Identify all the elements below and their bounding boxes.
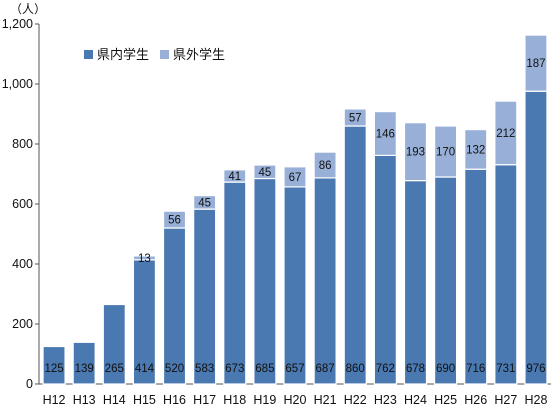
- x-tick-label: H24: [404, 393, 427, 407]
- data-label-kennai: 657: [285, 363, 304, 375]
- x-tick-label: H20: [284, 393, 307, 407]
- data-label-kennai: 673: [225, 363, 244, 375]
- bar-kengai: [433, 125, 458, 178]
- data-label-kennai: 414: [135, 363, 155, 375]
- bar-kengai: [162, 210, 187, 229]
- data-label-kennai: 125: [44, 363, 63, 375]
- legend-label: 県内学生: [97, 47, 149, 63]
- x-tick-label: H22: [344, 393, 367, 407]
- y-tick-label: 600: [12, 197, 33, 211]
- x-tick-label: H16: [163, 393, 186, 407]
- data-label-kengai: 67: [289, 172, 302, 184]
- data-label-kengai: 57: [349, 112, 362, 124]
- bar-kennai: [433, 176, 458, 385]
- bar-kennai: [102, 303, 126, 385]
- bar-kennai: [464, 168, 488, 385]
- data-label-kennai: 731: [496, 363, 515, 375]
- data-label-kengai: 45: [258, 167, 271, 179]
- data-label-kengai: 146: [376, 129, 395, 141]
- data-label-kennai: 860: [346, 363, 365, 375]
- x-tick-label: H15: [133, 393, 156, 407]
- bar-kengai: [494, 100, 518, 166]
- x-tick-label: H18: [223, 393, 246, 407]
- bar-kennai: [524, 90, 548, 385]
- y-tick-label: 200: [12, 317, 33, 331]
- bar-kengai: [524, 34, 548, 92]
- data-label-kennai: 976: [526, 363, 545, 375]
- x-tick-label: H26: [464, 393, 487, 407]
- bar-kengai: [223, 169, 247, 183]
- y-tick-label: 1,200: [2, 17, 33, 31]
- bar-kennai: [494, 164, 518, 385]
- bar-kengai: [283, 166, 307, 188]
- data-label-kennai: 685: [255, 363, 274, 375]
- data-label-kengai: 56: [168, 215, 181, 227]
- data-label-kennai: 687: [316, 363, 335, 375]
- bar-kennai: [162, 227, 187, 385]
- bar-kengai: [132, 255, 157, 261]
- bar-kennai: [403, 180, 428, 385]
- x-tick-label: H13: [73, 393, 96, 407]
- data-label-kennai: 139: [75, 363, 94, 375]
- bars: 125 139 265 414 13 520 56 583 45 673 41 685 45 657 67 6…: [42, 34, 548, 385]
- data-label-kengai: 45: [198, 197, 211, 209]
- legend-swatch: [160, 50, 169, 59]
- y-tick-label: 800: [12, 137, 33, 151]
- y-tick-label: 0: [26, 377, 33, 391]
- bar-kennai: [373, 154, 397, 385]
- bar-kengai: [464, 129, 488, 170]
- bar-kennai: [253, 177, 277, 385]
- bar-kennai: [42, 345, 66, 385]
- legend-label: 県外学生: [173, 47, 225, 63]
- bar-kengai: [343, 108, 367, 127]
- bar-kengai: [403, 122, 428, 182]
- bar-kennai: [193, 208, 217, 385]
- bar-kennai: [223, 181, 247, 385]
- bar-kengai: [373, 110, 397, 156]
- bar-kennai: [72, 341, 96, 385]
- data-label-kengai: 86: [319, 160, 332, 172]
- x-tick-label: H23: [374, 393, 397, 407]
- y-tick-label: 400: [12, 257, 33, 271]
- data-label-kengai: 170: [436, 147, 455, 159]
- data-label-kennai: 265: [105, 363, 124, 375]
- data-label-kennai: 520: [165, 363, 184, 375]
- data-label-kennai: 762: [376, 363, 395, 375]
- data-label-kennai: 716: [466, 363, 485, 375]
- data-label-kengai: 212: [496, 128, 515, 140]
- data-label-kengai: 41: [228, 171, 241, 183]
- x-tick-label: H21: [314, 393, 337, 407]
- x-tick-label: H12: [43, 393, 66, 407]
- bar-kengai: [313, 151, 337, 179]
- bar-kengai: [253, 164, 277, 180]
- legend: 県内学生 県外学生: [84, 47, 225, 63]
- x-tick-label: H27: [494, 393, 517, 407]
- x-tick-label: H14: [103, 393, 126, 407]
- data-label-kengai: 193: [406, 147, 425, 159]
- x-tick-label: H28: [524, 393, 547, 407]
- bar-kennai: [343, 125, 367, 385]
- bar-kennai: [313, 177, 337, 385]
- bar-kengai: [193, 195, 217, 210]
- data-label-kengai: 132: [466, 144, 485, 156]
- x-tick-label: H19: [253, 393, 276, 407]
- x-tick-label: H25: [434, 393, 457, 407]
- data-label-kengai: 187: [526, 58, 545, 70]
- y-unit-label: （人）: [10, 2, 46, 16]
- y-tick-label: 1,000: [2, 77, 33, 91]
- legend-swatch: [84, 50, 93, 59]
- data-label-kennai: 690: [436, 363, 455, 375]
- data-label-kennai: 678: [406, 363, 425, 375]
- data-label-kengai: 13: [138, 253, 151, 265]
- data-label-kennai: 583: [195, 363, 214, 375]
- bar-kennai: [283, 186, 307, 385]
- x-tick-label: H17: [193, 393, 216, 407]
